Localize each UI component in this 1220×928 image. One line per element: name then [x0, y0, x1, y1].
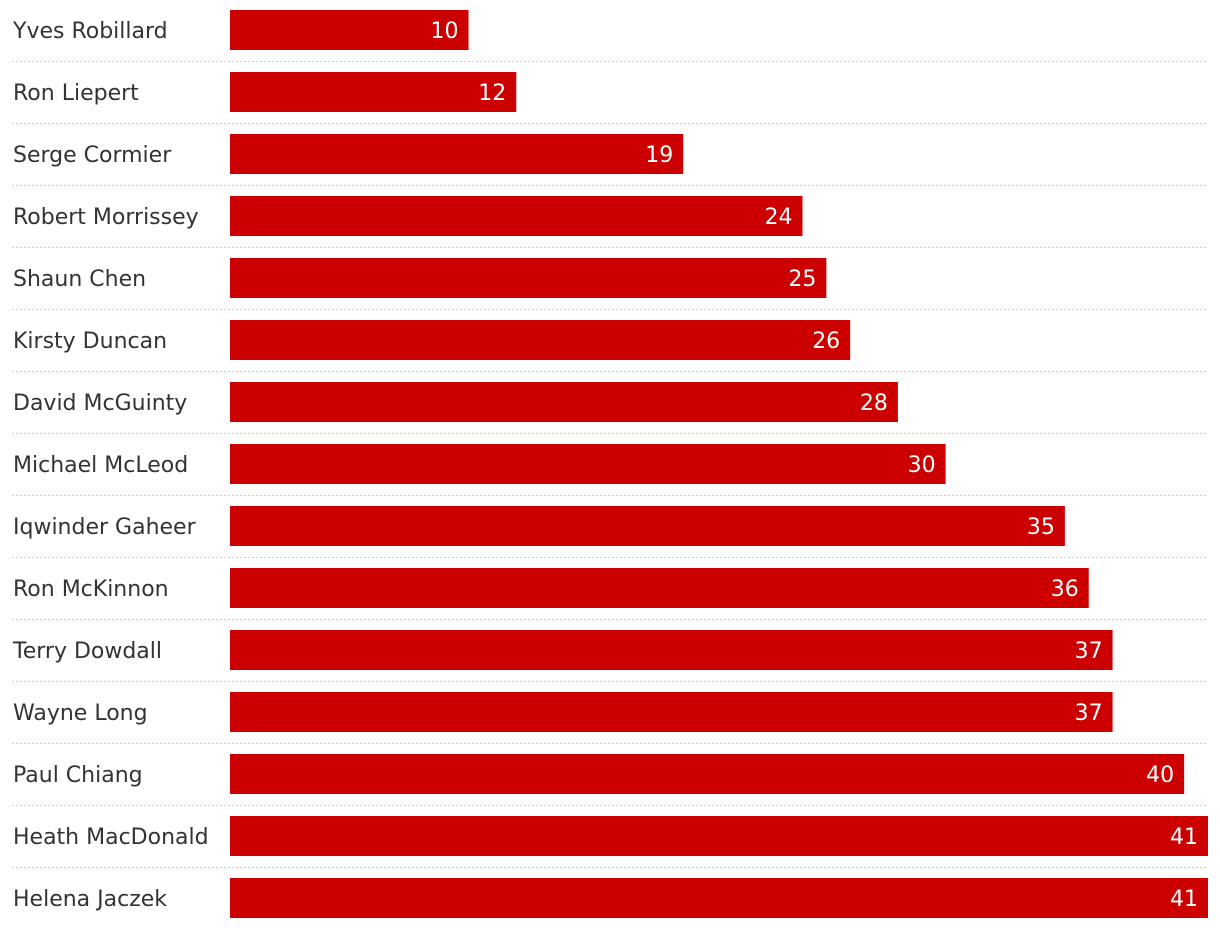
category-label: Terry Dowdall	[12, 639, 162, 664]
value-label: 37	[1075, 701, 1103, 726]
value-label: 37	[1075, 639, 1103, 664]
bar-row: Robert Morrissey 24	[12, 196, 1208, 248]
category-label: Paul Chiang	[13, 763, 143, 788]
value-label: 26	[812, 329, 840, 354]
bar	[230, 630, 1113, 670]
bar-row: Helena Jaczek 41	[13, 878, 1208, 918]
bar	[230, 878, 1208, 918]
bar-row: Kirsty Duncan 26	[12, 320, 1208, 372]
bar	[230, 506, 1065, 546]
bar	[230, 444, 946, 484]
category-label: Michael McLeod	[13, 453, 188, 478]
category-label: Ron McKinnon	[13, 577, 169, 602]
value-label: 19	[645, 143, 673, 168]
value-label: 10	[431, 19, 459, 44]
value-label: 24	[764, 205, 792, 230]
value-label: 12	[478, 81, 506, 106]
bar	[230, 258, 827, 298]
bar	[230, 134, 684, 174]
value-label: 35	[1027, 515, 1055, 540]
bar	[230, 320, 851, 360]
bar-row: Yves Robillard 10	[12, 10, 1208, 62]
bar	[230, 72, 517, 112]
bar-row: Michael McLeod 30	[12, 444, 1208, 496]
bar-row: Ron Liepert 12	[12, 72, 1208, 124]
bar-row: David McGuinty 28	[12, 382, 1208, 434]
category-label: Helena Jaczek	[13, 887, 167, 912]
value-label: 40	[1146, 763, 1174, 788]
value-label: 25	[788, 267, 816, 292]
bar	[230, 10, 469, 50]
bar-row: Wayne Long 37	[12, 692, 1208, 744]
category-label: David McGuinty	[13, 391, 187, 416]
bar-row: Terry Dowdall 37	[12, 630, 1208, 682]
bar	[230, 196, 803, 236]
category-label: Iqwinder Gaheer	[13, 515, 197, 540]
value-label: 41	[1170, 825, 1198, 850]
bar-row: Shaun Chen 25	[12, 258, 1208, 310]
category-label: Yves Robillard	[12, 19, 168, 44]
bar-row: Paul Chiang 40	[12, 754, 1208, 806]
bar	[230, 816, 1208, 856]
category-label: Shaun Chen	[13, 267, 146, 292]
value-label: 36	[1051, 577, 1079, 602]
category-label: Heath MacDonald	[13, 825, 209, 850]
bar	[230, 382, 898, 422]
bar-row: Ron McKinnon 36	[12, 568, 1208, 620]
bar	[230, 568, 1089, 608]
bar-row: Serge Cormier 19	[12, 134, 1208, 186]
category-label: Wayne Long	[13, 701, 148, 726]
bar-row: Heath MacDonald 41	[12, 816, 1208, 868]
category-label: Serge Cormier	[13, 143, 172, 168]
value-label: 41	[1170, 887, 1198, 912]
value-label: 28	[860, 391, 888, 416]
category-label: Robert Morrissey	[13, 205, 199, 230]
category-label: Kirsty Duncan	[13, 329, 167, 354]
bar	[230, 754, 1185, 794]
bar-row: Iqwinder Gaheer 35	[12, 506, 1208, 558]
value-label: 30	[908, 453, 936, 478]
bar	[230, 692, 1113, 732]
category-label: Ron Liepert	[13, 81, 139, 106]
